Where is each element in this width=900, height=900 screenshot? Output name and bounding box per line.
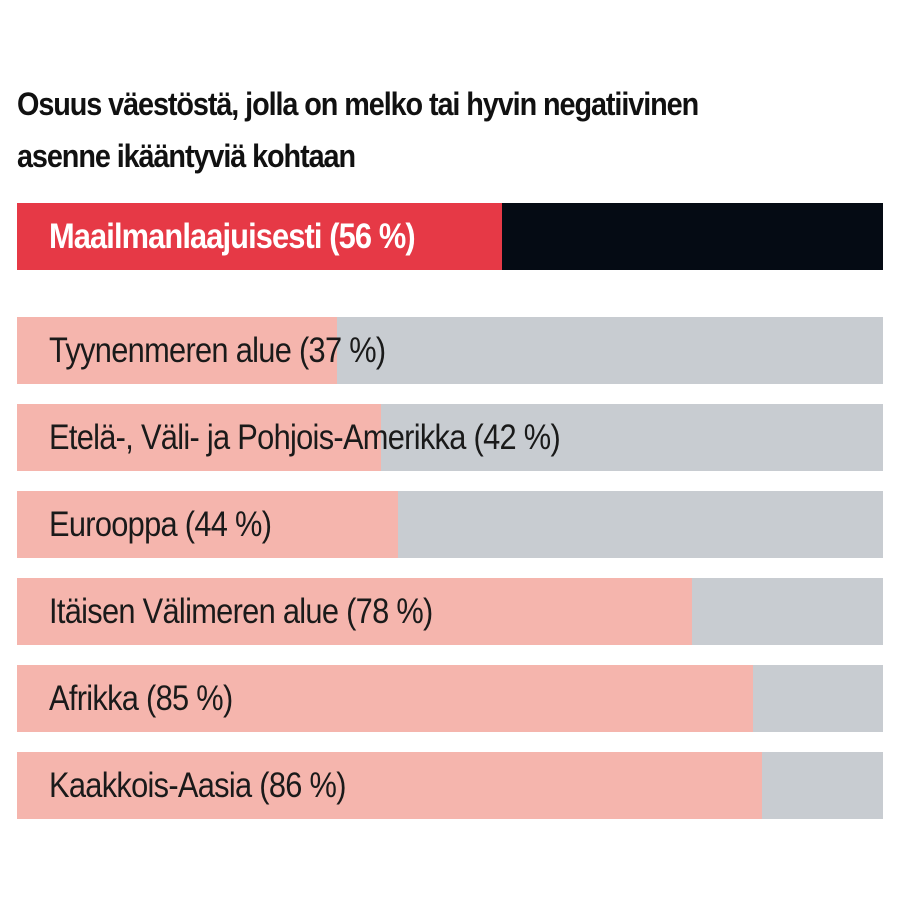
region-bar-row: Kaakkois-Aasia (86 %): [17, 752, 883, 819]
bar-fill: [17, 665, 754, 732]
bar-fill: [17, 752, 762, 819]
bar-label: Eurooppa (44 %): [49, 505, 272, 544]
bar-fill: [17, 317, 338, 384]
bar-label: Tyynenmeren alue (37 %): [49, 331, 386, 370]
bar-chart: Maailmanlaajuisesti (56 %) Tyynenmeren al…: [17, 0, 883, 900]
global-bar-row: Maailmanlaajuisesti (56 %): [17, 203, 883, 270]
region-bar-row: Tyynenmeren alue (37 %): [17, 317, 883, 384]
bar-label: Itäisen Välimeren alue (78 %): [49, 592, 433, 631]
region-bar-row: Itäisen Välimeren alue (78 %): [17, 578, 883, 645]
region-bar-row: Etelä-, Väli- ja Pohjois-Amerikka (42 %): [17, 404, 883, 471]
bar-label: Etelä-, Väli- ja Pohjois-Amerikka (42 %): [49, 418, 561, 457]
bar-label: Maailmanlaajuisesti (56 %): [49, 217, 416, 256]
bar-fill: [17, 203, 502, 270]
chart-title: Osuus väestöstä, jolla on melko tai hyvi…: [17, 86, 699, 174]
region-bar-row: Afrikka (85 %): [17, 665, 883, 732]
region-bar-row: Eurooppa (44 %): [17, 491, 883, 558]
bar-label: Afrikka (85 %): [49, 679, 233, 718]
bar-fill: [17, 578, 693, 645]
bar-fill: [17, 404, 381, 471]
bar-label: Kaakkois-Aasia (86 %): [49, 766, 346, 805]
bar-fill: [17, 491, 399, 558]
